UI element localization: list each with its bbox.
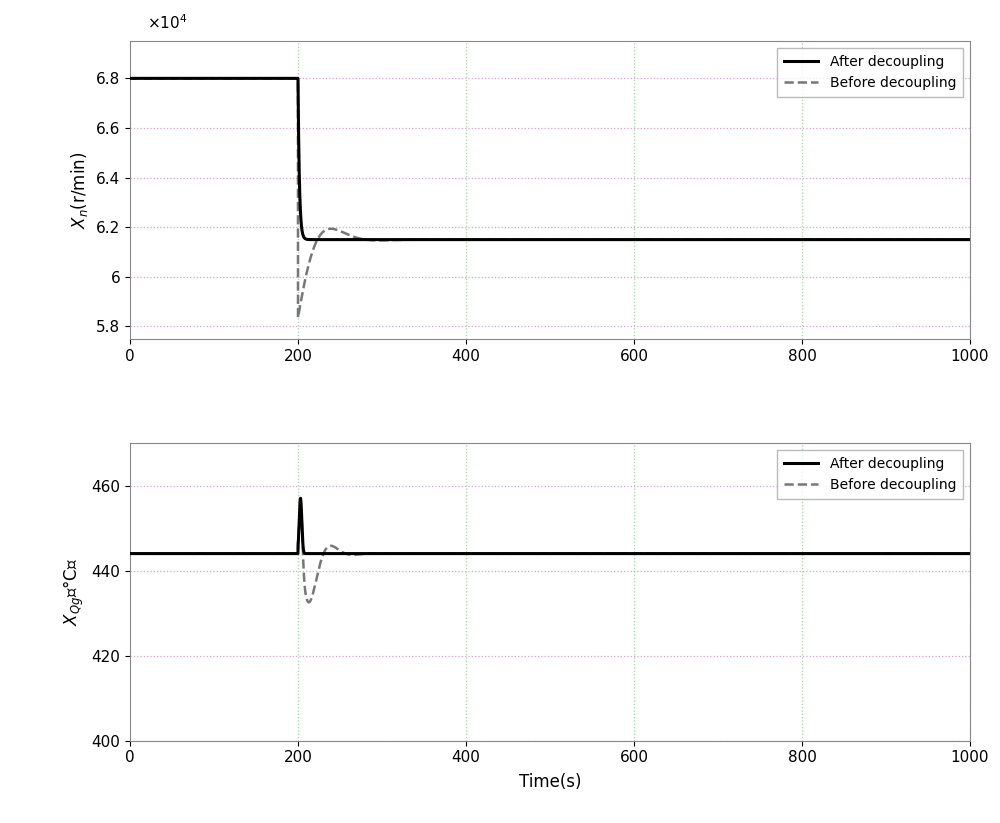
Before decoupling bbox=[159, 73, 171, 83]
Line: After decoupling: After decoupling bbox=[130, 78, 970, 239]
Y-axis label: $X_{Qg}$（°C）: $X_{Qg}$（°C） bbox=[62, 558, 86, 626]
Before decoupling bbox=[124, 73, 136, 83]
After decoupling bbox=[341, 235, 353, 244]
Before decoupling bbox=[128, 73, 140, 83]
X-axis label: Time(s): Time(s) bbox=[519, 774, 581, 792]
Y-axis label: $X_n$(r/min): $X_n$(r/min) bbox=[69, 151, 90, 229]
Before decoupling bbox=[174, 73, 186, 83]
Before decoupling bbox=[964, 549, 976, 559]
Line: After decoupling: After decoupling bbox=[130, 498, 970, 554]
Before decoupling bbox=[920, 235, 932, 244]
Before decoupling bbox=[174, 549, 186, 559]
Before decoupling bbox=[535, 549, 547, 559]
Text: $\times10^4$: $\times10^4$ bbox=[147, 13, 187, 32]
Before decoupling bbox=[964, 235, 976, 244]
After decoupling bbox=[535, 235, 547, 244]
Before decoupling bbox=[295, 503, 307, 513]
Before decoupling bbox=[289, 549, 301, 559]
Before decoupling bbox=[159, 549, 171, 559]
Line: Before decoupling: Before decoupling bbox=[130, 508, 970, 602]
After decoupling bbox=[920, 549, 932, 559]
After decoupling bbox=[295, 493, 307, 503]
After decoupling bbox=[174, 73, 186, 83]
Before decoupling bbox=[124, 549, 136, 559]
After decoupling bbox=[174, 549, 186, 559]
After decoupling bbox=[964, 549, 976, 559]
After decoupling bbox=[289, 73, 301, 83]
After decoupling bbox=[964, 235, 976, 244]
After decoupling bbox=[920, 235, 932, 244]
After decoupling bbox=[159, 73, 171, 83]
After decoupling bbox=[128, 73, 140, 83]
After decoupling bbox=[128, 549, 140, 559]
After decoupling bbox=[289, 549, 301, 559]
Before decoupling bbox=[128, 549, 140, 559]
Line: Before decoupling: Before decoupling bbox=[130, 78, 970, 318]
Legend: After decoupling, Before decoupling: After decoupling, Before decoupling bbox=[777, 450, 963, 499]
After decoupling bbox=[124, 73, 136, 83]
After decoupling bbox=[159, 549, 171, 559]
Before decoupling bbox=[303, 597, 315, 607]
Before decoupling bbox=[292, 313, 304, 323]
Before decoupling bbox=[920, 549, 932, 559]
After decoupling bbox=[124, 549, 136, 559]
Legend: After decoupling, Before decoupling: After decoupling, Before decoupling bbox=[777, 48, 963, 97]
Before decoupling bbox=[535, 235, 547, 244]
Before decoupling bbox=[289, 73, 301, 83]
After decoupling bbox=[535, 549, 547, 559]
